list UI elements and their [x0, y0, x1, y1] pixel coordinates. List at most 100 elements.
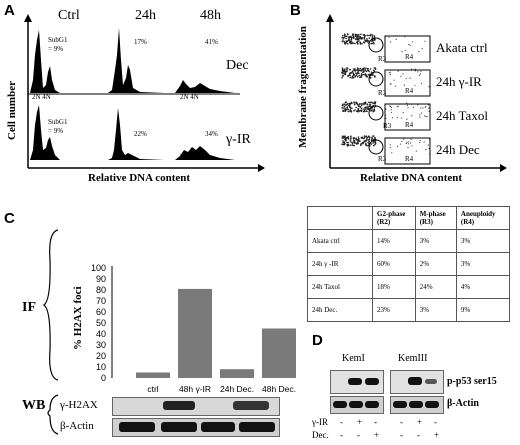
- scatter-dot: [354, 109, 356, 111]
- scatter-dot: [371, 40, 373, 43]
- scatter-dot: [411, 41, 414, 43]
- scatter-dot: [372, 104, 374, 107]
- scatter-dot: [357, 35, 360, 38]
- scatter-dot: [350, 39, 353, 41]
- scatter-dot: [349, 36, 351, 38]
- scatter-dot: [347, 108, 349, 111]
- scatter-dot: [371, 101, 373, 104]
- panel-b-letter: B: [290, 2, 301, 19]
- scatter-dot: [407, 143, 410, 145]
- scatter-dot: [407, 107, 409, 109]
- table-cell: 24h Dec.: [307, 298, 373, 322]
- scatter-dot: [343, 42, 346, 44]
- scatter-dot: [359, 43, 362, 45]
- scatter-dot: [349, 74, 351, 77]
- hist-48h-dec: [175, 80, 235, 93]
- table-cell: 9%: [455, 298, 511, 322]
- scatter-dot: [359, 109, 362, 112]
- scatter-dot: [419, 116, 421, 118]
- gate-r2-circle-2: [368, 71, 384, 87]
- scatter-dot: [404, 49, 406, 52]
- y-tick-label: 30: [96, 340, 106, 350]
- scatter-dot: [369, 76, 372, 79]
- treatment-sign: -: [400, 430, 403, 440]
- scatter-dot: [374, 101, 377, 103]
- blot-actin-c: [112, 418, 280, 437]
- scatter-dot: [374, 143, 376, 146]
- col-header-48h: 48h: [200, 8, 221, 23]
- scatter-dot: [357, 107, 360, 110]
- scatter-dot: [389, 105, 391, 108]
- scatter-dot: [368, 37, 371, 39]
- scatter-dot: [368, 140, 370, 143]
- scatter-dot: [354, 42, 356, 45]
- scatter-dot: [410, 142, 412, 144]
- scatter-dot: [346, 68, 348, 71]
- scatter-dot: [414, 68, 416, 70]
- scatter-dot: [360, 143, 362, 145]
- scatter-dot: [356, 110, 359, 113]
- scatter-dot: [350, 42, 352, 45]
- scatter-dot: [345, 40, 348, 42]
- scatter-dot: [406, 141, 408, 143]
- scatter-dot: [358, 40, 360, 42]
- scatter-dot: [356, 72, 358, 75]
- scatter-dot: [346, 33, 349, 35]
- pct-24h-dec: 17%: [134, 38, 147, 46]
- scatter-dot: [350, 137, 352, 140]
- scatter-dot: [366, 34, 369, 37]
- scatter-dot: [359, 35, 362, 38]
- scatter-dot: [353, 110, 355, 112]
- scatter-dot: [427, 144, 429, 146]
- scatter-dot: [365, 67, 367, 69]
- scatter-dot: [366, 106, 368, 108]
- scatter-dot: [362, 137, 364, 140]
- scatter-dot: [353, 69, 356, 72]
- row-label-gir: γ-IR: [226, 132, 251, 147]
- scatter-dot: [370, 143, 373, 145]
- cell-line-kemi: KemI: [342, 353, 365, 364]
- scatter-dot: [357, 43, 359, 45]
- y-tick-label: 10: [96, 362, 106, 372]
- scatter-dot: [352, 36, 355, 39]
- scatter-dot: [362, 141, 365, 144]
- wb-row-h2ax: γ-H2AX: [60, 399, 98, 411]
- scatter-dot: [349, 108, 352, 111]
- scatter-dot: [370, 71, 373, 73]
- scatter-dot: [373, 108, 376, 111]
- scatter-dot: [349, 72, 352, 74]
- scatter-dot: [368, 34, 370, 37]
- scatter-dot: [371, 42, 373, 45]
- scatter-dot: [371, 136, 373, 139]
- scatter-dot: [345, 70, 348, 73]
- scatter-dot: [346, 145, 349, 147]
- treatment-sign: +: [374, 430, 380, 440]
- scatter-dot: [352, 34, 354, 37]
- scatter-dot: [373, 109, 376, 112]
- scatter-dot: [351, 142, 354, 145]
- scatter-dot: [360, 136, 363, 139]
- scatter-dot: [424, 115, 426, 117]
- scatter-dot: [357, 71, 359, 74]
- treatment-sign: -: [417, 430, 420, 440]
- scatter-dot: [372, 74, 374, 77]
- scatter-dot: [360, 70, 362, 72]
- scatter-dot: [347, 39, 350, 42]
- scatter-dot: [349, 76, 351, 79]
- subg1-label-row1: SubG1: [48, 36, 68, 44]
- scatter-dot: [368, 138, 371, 141]
- scatter-dot: [385, 117, 387, 119]
- scatter-dot: [355, 101, 358, 103]
- scatter-dot: [395, 38, 397, 40]
- scatter-dot: [342, 140, 344, 142]
- y-tick-label: 100: [91, 263, 106, 273]
- scatter-dot: [363, 108, 365, 110]
- scatter-dot: [360, 104, 363, 107]
- scatter-dot: [359, 76, 361, 79]
- scatter-dot: [374, 76, 376, 78]
- b-row-24h-dec: 24h Dec: [436, 142, 480, 157]
- scatter-dot: [346, 43, 349, 45]
- scatter-dot: [364, 34, 366, 37]
- scatter-dot: [397, 106, 399, 108]
- subg1-value-row1: = 9%: [48, 45, 64, 53]
